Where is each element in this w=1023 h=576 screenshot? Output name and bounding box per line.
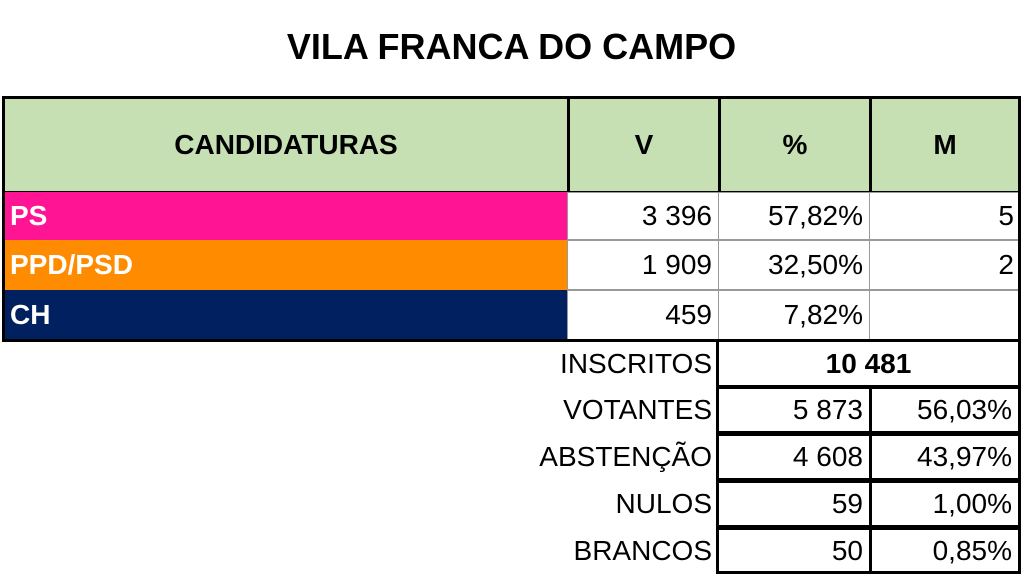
party-percent: 7,82% (718, 290, 870, 340)
summary-percent: 0,85% (869, 527, 1021, 574)
party-percent: 32,50% (718, 240, 870, 290)
header-votes: V (567, 96, 721, 194)
party-mandates: 2 (869, 240, 1021, 290)
party-mandates (869, 290, 1021, 340)
party-name: PS (2, 192, 567, 240)
header-mandates: M (869, 96, 1021, 194)
summary-value: 59 (716, 480, 872, 528)
party-percent: 57,82% (718, 192, 870, 240)
summary-label: VOTANTES (563, 393, 712, 425)
inscritos-value: 10 481 (716, 339, 1021, 388)
summary-label: ABSTENÇÃO (539, 440, 712, 472)
party-name: CH (2, 290, 567, 340)
summary-value: 4 608 (716, 433, 872, 481)
party-mandates: 5 (869, 192, 1021, 240)
summary-label: NULOS (615, 487, 712, 519)
summary-percent: 1,00% (869, 480, 1021, 528)
party-votes: 459 (567, 290, 719, 340)
summary-value: 50 (716, 527, 872, 574)
header-candidaturas: CANDIDATURAS (2, 96, 570, 194)
summary-value: 5 873 (716, 386, 872, 434)
summary-label: BRANCOS (573, 534, 712, 566)
summary-percent: 43,97% (869, 433, 1021, 481)
header-percent: % (718, 96, 872, 194)
party-name: PPD/PSD (2, 240, 567, 290)
page-title: VILA FRANCA DO CAMPO (286, 26, 737, 67)
party-votes: 3 396 (567, 192, 719, 240)
inscritos-label: INSCRITOS (560, 347, 712, 379)
summary-percent: 56,03% (869, 386, 1021, 434)
party-votes: 1 909 (567, 240, 719, 290)
